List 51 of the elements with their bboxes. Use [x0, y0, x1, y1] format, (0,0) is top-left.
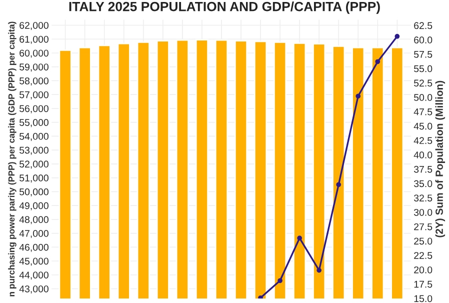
y2-tick-label: 57.5 — [414, 51, 432, 58]
y2-tick-label: 17.5 — [414, 280, 432, 288]
y-tick-label: 53,000 — [20, 146, 48, 155]
point — [316, 268, 322, 273]
y-tick-label: 62,000 — [20, 22, 48, 30]
y-tick-label: 49,000 — [19, 202, 48, 210]
y2-tick-label: 27.5 — [414, 223, 432, 230]
y2-tick-label: 47.5 — [414, 108, 432, 116]
y2-tick-label: 15.0 — [414, 295, 432, 302]
y2-tick-label: 45.0 — [414, 122, 432, 130]
y2-tick-label: 37.5 — [414, 166, 432, 173]
y-tick-label: 46,000 — [19, 244, 48, 252]
chart-title: ITALY 2025 POPULATION AND GDP/CAPITA (PPP) — [69, 2, 380, 14]
y2-tick-label: 55.0 — [414, 65, 432, 72]
y2-axis-title: (2Y) Sum of Population (Million) — [435, 80, 446, 238]
y-tick-label: 47,000 — [19, 230, 48, 238]
y2-tick-label: 32.5 — [414, 194, 432, 202]
y2-tick-label: 30.0 — [414, 208, 432, 216]
y2-tick-label: 25.0 — [414, 238, 432, 245]
y-tick-label: 48,000 — [19, 216, 48, 224]
y-tick-label: 50,000 — [20, 188, 48, 196]
y-tick-label: 51,000 — [20, 174, 48, 183]
point — [278, 278, 282, 284]
y2-tick-label: 35.0 — [414, 180, 432, 188]
y2-tick-label: 60.0 — [414, 36, 432, 44]
y2-tick-label: 20.0 — [414, 266, 432, 274]
point — [356, 94, 361, 99]
point — [375, 59, 380, 64]
y-tick-label: 59,000 — [20, 64, 48, 72]
y2-tick-label: 22.5 — [414, 252, 432, 259]
y2-tick-label: 52.5 — [414, 80, 432, 87]
y2-tick-label: 50.0 — [414, 94, 432, 101]
point — [297, 236, 302, 241]
y-tick-label: 54,000 — [20, 132, 48, 141]
point — [394, 34, 400, 39]
y-tick-label: 57,000 — [20, 91, 48, 100]
y2-tick-label: 40.0 — [414, 152, 432, 158]
y-tick-label: 44,000 — [19, 272, 48, 280]
y-tick-label: 43,000 — [19, 285, 48, 294]
y-tick-label: 52,000 — [20, 160, 48, 169]
y-tick-label: 60,000 — [20, 50, 48, 58]
y-tick-label: 45,000 — [19, 258, 48, 266]
point — [336, 182, 342, 188]
y2-tick-label: 62.5 — [414, 22, 432, 30]
y-axis-title: n purchasing power parity (PPP) per capita (GDP (PPP) per capita) — [8, 22, 16, 296]
y2-tick-label: 42.5 — [414, 137, 432, 144]
y-tick-label: 58,000 — [20, 77, 48, 86]
y-tick-label: 55,000 — [20, 119, 48, 128]
point — [258, 295, 263, 298]
y-tick-label: 56,000 — [20, 105, 48, 114]
y-tick-label: 61,000 — [20, 36, 48, 44]
